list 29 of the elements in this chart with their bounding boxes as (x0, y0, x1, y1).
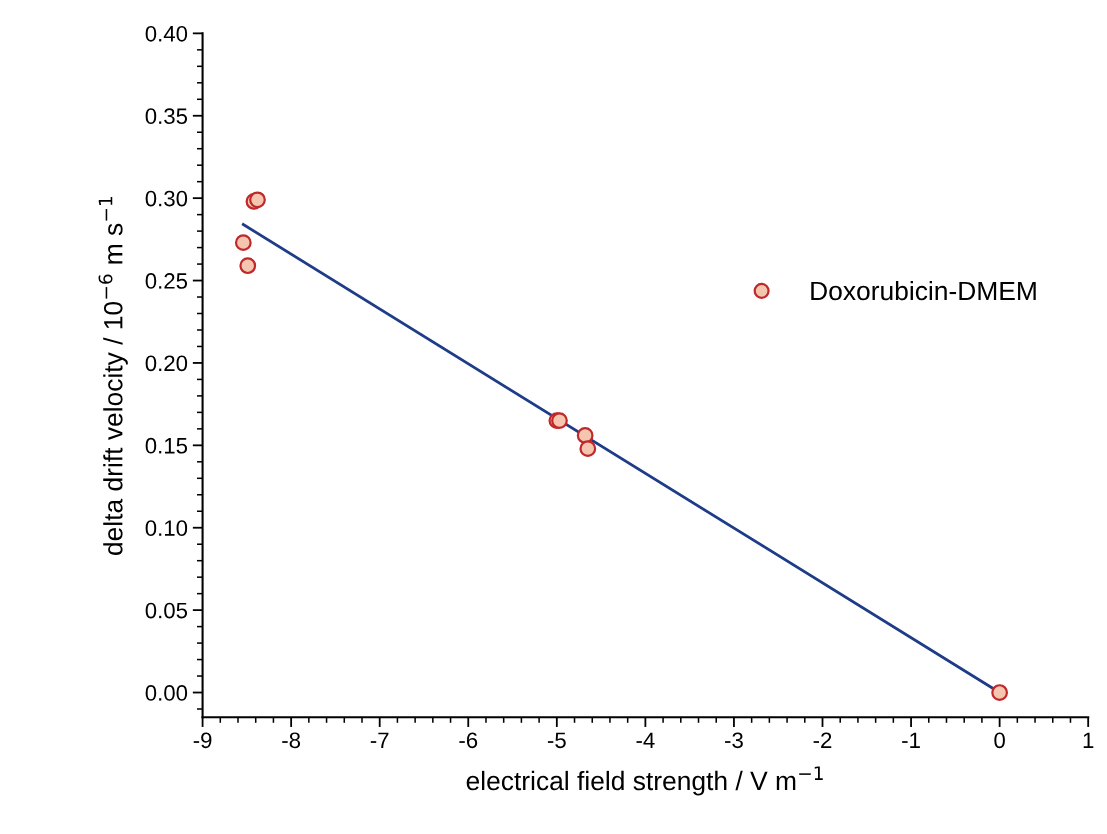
x-tick-label: -2 (813, 732, 832, 748)
y-tick-label: 0.15 (145, 437, 188, 454)
x-tick-label: 0 (994, 732, 1005, 749)
point (234, 234, 252, 252)
point (576, 427, 594, 444)
x-tick-label: -4 (636, 732, 655, 748)
x-tick-label: -8 (282, 732, 301, 749)
legend-label: Doxorubicin-DMEM (811, 280, 1036, 301)
y-tick-label: 0.10 (145, 520, 188, 536)
point (579, 440, 597, 458)
x-tick-label: -6 (459, 732, 478, 749)
y-axis-title: delta drift velocity / 10$^{−6}$ m s$^{−1}$ (98, 197, 128, 555)
x-tick-label: -1 (902, 732, 920, 748)
point (249, 191, 266, 209)
y-tick-label: 0.35 (145, 108, 188, 125)
y-tick-label: 0.00 (145, 685, 188, 701)
x-tick-label: -7 (370, 732, 389, 748)
x-tick-label: -5 (547, 732, 566, 749)
x-tick-label: 1 (1083, 732, 1094, 748)
point (991, 684, 1009, 701)
y-tick-label: 0.30 (145, 190, 188, 207)
x-tick-label: -3 (725, 732, 743, 749)
x-axis-title: electrical field strength / V m$^{−1}$ (466, 766, 823, 796)
point (239, 257, 257, 275)
y-tick-label: 0.40 (145, 25, 188, 42)
y-tick-label: 0.05 (145, 602, 188, 619)
x-tick-label: -9 (193, 732, 212, 749)
y-tick-label: 0.25 (145, 273, 188, 289)
y-tick-label: 0.20 (145, 355, 188, 372)
